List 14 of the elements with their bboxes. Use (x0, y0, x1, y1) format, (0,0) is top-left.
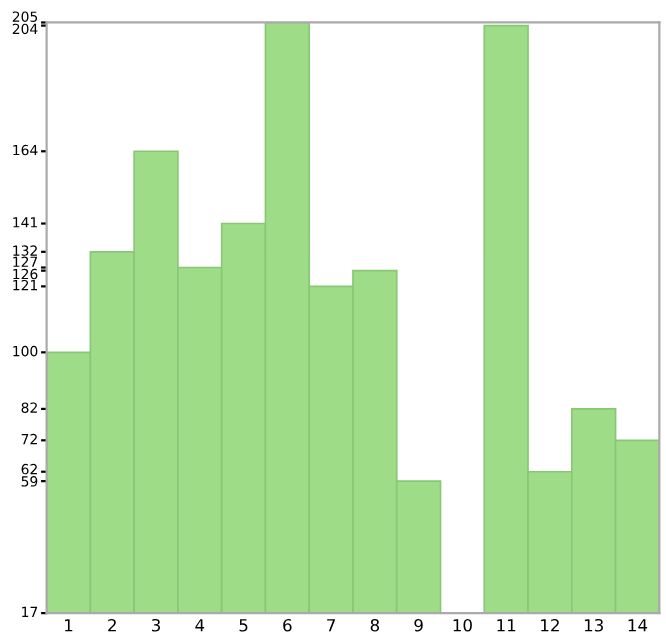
x-tick-label: 9 (414, 618, 423, 632)
x-tick-label: 2 (108, 618, 116, 632)
x-tick-label: 1 (65, 619, 73, 632)
x-tick-label: 14 (628, 619, 648, 632)
x-tick-label: 7 (327, 619, 335, 632)
x-tick-label: 6 (283, 618, 292, 632)
x-tick-label: 13 (584, 618, 603, 632)
x-tick-label: 8 (370, 618, 380, 632)
x-tick-label: 10 (453, 618, 472, 632)
x-tick-label: 12 (541, 618, 559, 632)
x-tick-label: 5 (239, 619, 248, 632)
x-tick-label: 11 (497, 619, 516, 632)
x-tick-label: 4 (195, 619, 205, 632)
x-tick-label: 3 (152, 618, 160, 632)
